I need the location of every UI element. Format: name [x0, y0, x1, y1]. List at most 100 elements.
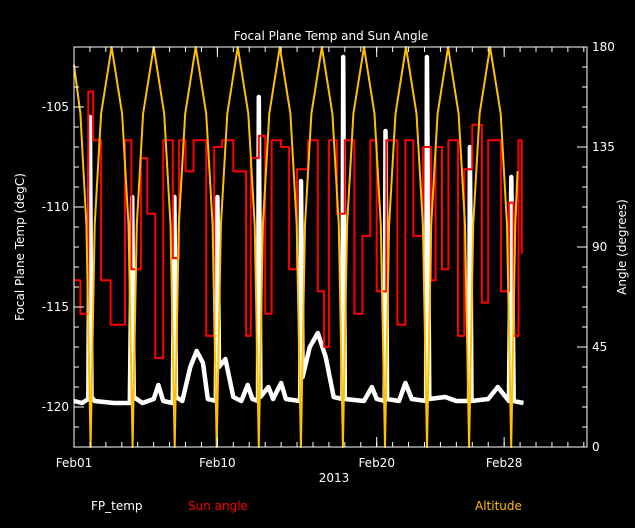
data-point-altitude: [178, 224, 180, 226]
data-point-fp-temp: [232, 396, 234, 398]
legend-sun-angle: Sun angle: [188, 499, 248, 513]
data-point-fp-temp: [216, 196, 218, 198]
data-point-sun-angle: [146, 213, 148, 215]
data-point-altitude: [121, 113, 123, 115]
data-point-altitude: [212, 224, 214, 226]
data-point-fp-temp: [333, 396, 335, 398]
data-point-altitude: [247, 113, 249, 115]
data-point-sun-angle: [264, 313, 266, 315]
data-point-altitude: [500, 113, 502, 115]
data-point-sun-angle: [270, 139, 273, 141]
axis-layer: Feb01 Feb10 Feb20 Feb28 -105 -110 -115 -120 0 45 9…: [42, 40, 615, 470]
data-point-sun-angle: [328, 139, 330, 141]
data-point-fp-temp: [280, 382, 282, 384]
data-point-sun-angle: [376, 290, 378, 293]
data-point-fp-temp: [157, 384, 160, 386]
y-right-tick-label: 45: [592, 340, 607, 354]
data-point-fp-temp: [87, 398, 89, 400]
data-point-fp-temp: [317, 332, 319, 334]
data-point-altitude: [373, 113, 376, 115]
data-point-fp-temp: [300, 180, 302, 182]
y-axis-label-right: Angle (degrees): [615, 199, 629, 295]
data-point-altitude: [262, 224, 264, 226]
data-point-fp-temp: [162, 400, 164, 402]
data-point-sun-angle: [124, 139, 126, 141]
data-point-fp-temp: [398, 400, 400, 402]
y-right-tick-label: 0: [592, 440, 600, 454]
data-point-altitude: [304, 224, 306, 226]
data-point-altitude: [296, 224, 298, 226]
data-point-sun-angle: [396, 324, 399, 326]
data-point-altitude: [331, 113, 334, 115]
data-point-altitude: [415, 113, 418, 115]
data-point-sun-angle: [87, 90, 89, 93]
data-point-sun-angle: [307, 139, 309, 141]
data-point-fp-temp: [309, 346, 311, 348]
data-point-altitude: [338, 224, 340, 226]
data-point-sun-angle: [500, 290, 502, 293]
data-point-altitude: [436, 113, 439, 115]
data-point-sun-angle: [280, 146, 282, 148]
data-point-sun-angle: [508, 201, 510, 204]
data-point-fp-temp: [207, 398, 209, 400]
series-fp-temp: [73, 54, 524, 406]
data-point-fp-temp: [189, 366, 191, 368]
data-point-fp-temp: [224, 358, 226, 360]
data-point-fp-temp: [247, 384, 249, 386]
data-point-sun-angle: [457, 335, 459, 337]
data-point-fp-temp: [508, 400, 510, 402]
data-point-fp-temp: [469, 146, 471, 148]
data-point-fp-temp: [181, 400, 183, 402]
data-point-altitude: [394, 113, 397, 115]
data-point-altitude: [127, 224, 130, 226]
data-point-altitude: [514, 224, 516, 226]
y-tick-label: -110: [42, 200, 69, 214]
y-tick-label: -105: [42, 100, 69, 114]
data-point-sun-angle: [172, 257, 174, 259]
data-point-altitude: [380, 224, 382, 226]
data-point-fp-temp: [258, 96, 260, 98]
y-right-tick-label: 135: [592, 140, 615, 154]
data-point-fp-temp: [487, 398, 489, 400]
data-point-sun-angle: [369, 139, 371, 141]
data-point-altitude: [430, 224, 432, 226]
data-point-altitude: [457, 113, 460, 115]
data-point-fp-temp: [272, 398, 274, 400]
series-layer: [73, 46, 524, 448]
data-point-altitude: [268, 113, 270, 115]
data-point-fp-temp: [455, 400, 457, 402]
data-point-sun-angle: [192, 139, 195, 141]
data-point-fp-temp: [89, 116, 91, 118]
data-point-sun-angle: [385, 139, 387, 141]
data-point-fp-temp: [267, 386, 269, 388]
data-point-sun-angle: [110, 324, 112, 326]
data-point-sun-angle: [361, 235, 363, 237]
data-point-altitude: [310, 113, 312, 115]
data-point-fp-temp: [513, 400, 515, 402]
data-point-fp-temp: [113, 402, 115, 404]
data-point-fp-temp: [426, 56, 428, 58]
data-point-fp-temp: [497, 386, 499, 388]
data-point-altitude: [479, 113, 481, 115]
data-point-sun-angle: [481, 301, 483, 304]
data-point-sun-angle: [258, 135, 260, 137]
data-point-fp-temp: [285, 398, 287, 400]
data-point-sun-angle: [162, 139, 164, 141]
data-point-sun-angle: [344, 139, 346, 141]
data-point-altitude: [289, 113, 291, 115]
data-point-fp-temp: [404, 382, 406, 384]
series-altitude: [73, 46, 519, 448]
data-point-sun-angle: [422, 146, 424, 148]
x-tick-label: Feb01: [56, 456, 93, 470]
data-point-sun-angle: [412, 235, 414, 237]
data-point-sun-angle: [178, 139, 180, 141]
data-point-fp-temp: [371, 386, 373, 388]
data-point-sun-angle: [154, 357, 156, 359]
data-point-sun-angle: [487, 139, 489, 141]
x-tick-label: Feb20: [358, 456, 395, 470]
data-point-sun-angle: [463, 168, 465, 170]
data-point-fp-temp: [173, 196, 175, 198]
data-point-altitude: [346, 224, 348, 226]
data-point-fp-temp: [153, 398, 155, 400]
data-point-fp-temp: [363, 400, 365, 402]
